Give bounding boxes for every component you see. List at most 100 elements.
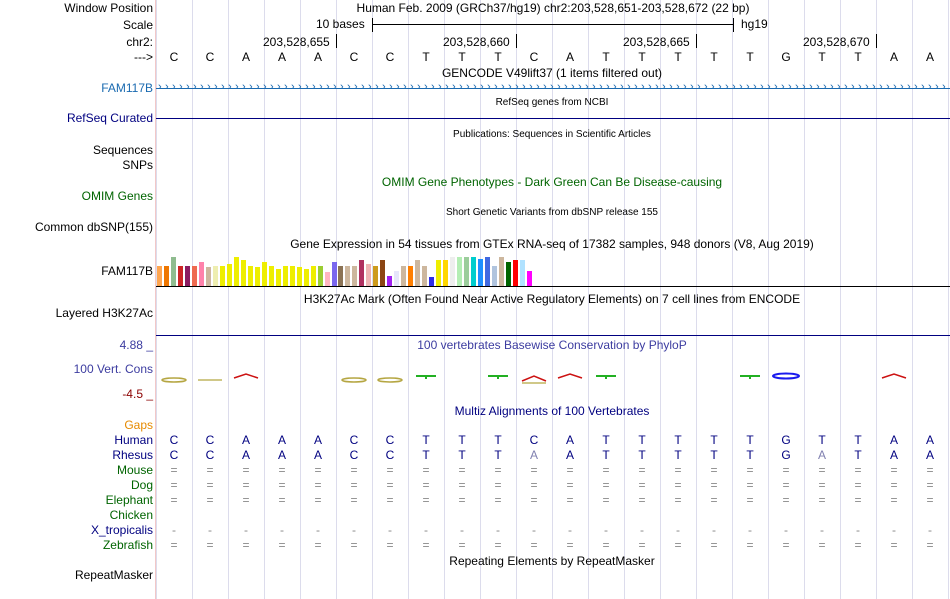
strand-chevron-icon: › (431, 81, 435, 93)
species-label[interactable]: Elephant (105, 493, 153, 507)
h3k27ac-track-title[interactable]: H3K27Ac Mark (Often Found Near Active Re… (303, 292, 801, 306)
gtex-tissue-bar[interactable] (464, 257, 470, 286)
gtex-tissue-bar[interactable] (163, 266, 169, 286)
gtex-tissue-bar[interactable] (506, 262, 511, 286)
alignment-base: C (349, 433, 359, 447)
species-label[interactable]: X_tropicalis (90, 523, 153, 537)
publications-track-title[interactable]: Publications: Sequences in Scientific Ar… (453, 129, 651, 140)
phylop-track-title[interactable]: 100 vertebrates Basewise Conservation by… (417, 338, 687, 352)
gtex-tissue-bar[interactable] (443, 260, 449, 286)
gtex-tissue-bar[interactable] (275, 269, 281, 286)
gtex-tissue-bar[interactable] (205, 267, 211, 286)
gtex-tissue-bar[interactable] (519, 260, 525, 286)
gtex-tissue-bar[interactable] (422, 266, 428, 286)
refseq-label[interactable]: RefSeq Curated (66, 111, 153, 125)
gtex-tissue-bar[interactable] (512, 260, 518, 286)
gencode-track-title[interactable]: GENCODE V49lift37 (1 items filtered out) (441, 66, 663, 80)
strand-chevron-icon: › (732, 81, 736, 93)
gtex-tissue-bar[interactable] (429, 277, 435, 286)
publications-label-snps[interactable]: SNPs (122, 158, 153, 172)
gtex-tissue-bar[interactable] (394, 271, 400, 286)
gencode-gene-line[interactable] (156, 88, 950, 89)
species-label[interactable]: Dog (130, 478, 153, 492)
alignment-base: T (422, 433, 430, 447)
gtex-tissue-bar[interactable] (373, 266, 379, 286)
gtex-tissue-bar[interactable] (450, 257, 456, 286)
gtex-tissue-bar[interactable] (408, 266, 414, 286)
gtex-tissue-bar[interactable] (219, 266, 225, 286)
gtex-tissue-bar[interactable] (471, 257, 477, 286)
species-label[interactable]: Chicken (109, 508, 153, 522)
publications-label-sequences[interactable]: Sequences (92, 143, 153, 157)
gtex-tissue-bar[interactable] (247, 266, 253, 286)
gtex-tissue-bar[interactable] (436, 260, 442, 286)
base-grid-line (480, 0, 481, 599)
gtex-tissue-bar[interactable] (478, 259, 484, 286)
gtex-tissue-bar[interactable] (261, 262, 267, 286)
gtex-tissue-bar[interactable] (324, 272, 330, 286)
gtex-tissue-bar[interactable] (157, 266, 162, 286)
gtex-label[interactable]: FAM117B (101, 264, 153, 278)
gtex-tissue-bar[interactable] (415, 260, 421, 286)
species-label[interactable]: Human (114, 433, 153, 447)
repeatmasker-label[interactable]: RepeatMasker (74, 568, 153, 582)
multiz-track-title[interactable]: Multiz Alignments of 100 Vertebrates (454, 404, 650, 418)
omim-label[interactable]: OMIM Genes (81, 189, 153, 203)
gtex-tissue-bar[interactable] (366, 264, 372, 286)
gtex-tissue-bar[interactable] (240, 260, 246, 286)
species-label[interactable]: Rhesus (112, 448, 153, 462)
gtex-tissue-bar[interactable] (499, 257, 505, 286)
alignment-gap-symbol: = (386, 463, 394, 477)
phylop-label[interactable]: 100 Vert. Cons (73, 362, 153, 376)
strand-chevron-icon: › (375, 81, 379, 93)
gtex-tissue-bar[interactable] (317, 266, 323, 286)
species-label[interactable]: Zebrafish (102, 538, 153, 552)
strand-chevron-icon: › (816, 81, 820, 93)
repeatmasker-track-title[interactable]: Repeating Elements by RepeatMasker (449, 554, 655, 568)
gtex-tissue-bar[interactable] (492, 266, 498, 286)
gtex-tissue-bar[interactable] (198, 262, 204, 286)
gtex-tissue-bar[interactable] (485, 257, 491, 286)
gtex-tissue-bar[interactable] (254, 267, 260, 286)
refseq-track-title[interactable]: RefSeq genes from NCBI (495, 97, 609, 108)
gtex-tissue-bar[interactable] (359, 260, 365, 286)
alignment-base: T (674, 448, 682, 462)
alignment-base: G (781, 448, 791, 462)
gtex-tissue-bar[interactable] (352, 266, 358, 286)
gtex-tissue-bar[interactable] (268, 266, 274, 286)
dbsnp-label[interactable]: Common dbSNP(155) (34, 220, 153, 234)
h3k27ac-label[interactable]: Layered H3K27Ac (55, 306, 153, 320)
gencode-gene-label[interactable]: FAM117B (101, 81, 153, 95)
gtex-tissue-bar[interactable] (345, 266, 351, 286)
species-label[interactable]: Mouse (116, 463, 153, 477)
gtex-tissue-bar[interactable] (338, 266, 344, 286)
gtex-tissue-bar[interactable] (401, 266, 407, 286)
gtex-tissue-bar[interactable] (331, 262, 337, 286)
gtex-tissue-bar[interactable] (191, 266, 197, 286)
gtex-tissue-bar[interactable] (177, 266, 183, 286)
strand-label[interactable]: ---> (134, 50, 153, 64)
gtex-tissue-bar[interactable] (457, 257, 463, 286)
strand-chevron-icon: › (235, 81, 239, 93)
gtex-tissue-bar[interactable] (296, 267, 302, 286)
gtex-tissue-bar[interactable] (282, 266, 288, 286)
alignment-gap-symbol: = (314, 493, 322, 507)
refseq-gene-line[interactable] (156, 118, 950, 119)
gtex-tissue-bar[interactable] (526, 271, 532, 286)
coord-tick (336, 34, 337, 48)
gtex-tissue-bar[interactable] (233, 257, 239, 286)
omim-track-title[interactable]: OMIM Gene Phenotypes - Dark Green Can Be… (381, 175, 723, 189)
gtex-tissue-bar[interactable] (310, 266, 316, 286)
gtex-tissue-bar[interactable] (212, 266, 218, 286)
gtex-tissue-bar[interactable] (226, 264, 232, 286)
dbsnp-track-title[interactable]: Short Genetic Variants from dbSNP releas… (446, 207, 658, 218)
gtex-tissue-bar[interactable] (303, 269, 309, 286)
gtex-tissue-bar[interactable] (387, 276, 393, 286)
gtex-tissue-bar[interactable] (380, 260, 386, 286)
strand-chevron-icon: › (424, 81, 428, 93)
alignment-gap-symbol: = (314, 463, 322, 477)
gtex-tissue-bar[interactable] (184, 266, 190, 286)
gtex-tissue-bar[interactable] (170, 257, 176, 286)
gtex-tissue-bar[interactable] (289, 266, 295, 286)
gtex-track-title[interactable]: Gene Expression in 54 tissues from GTEx … (290, 237, 814, 251)
